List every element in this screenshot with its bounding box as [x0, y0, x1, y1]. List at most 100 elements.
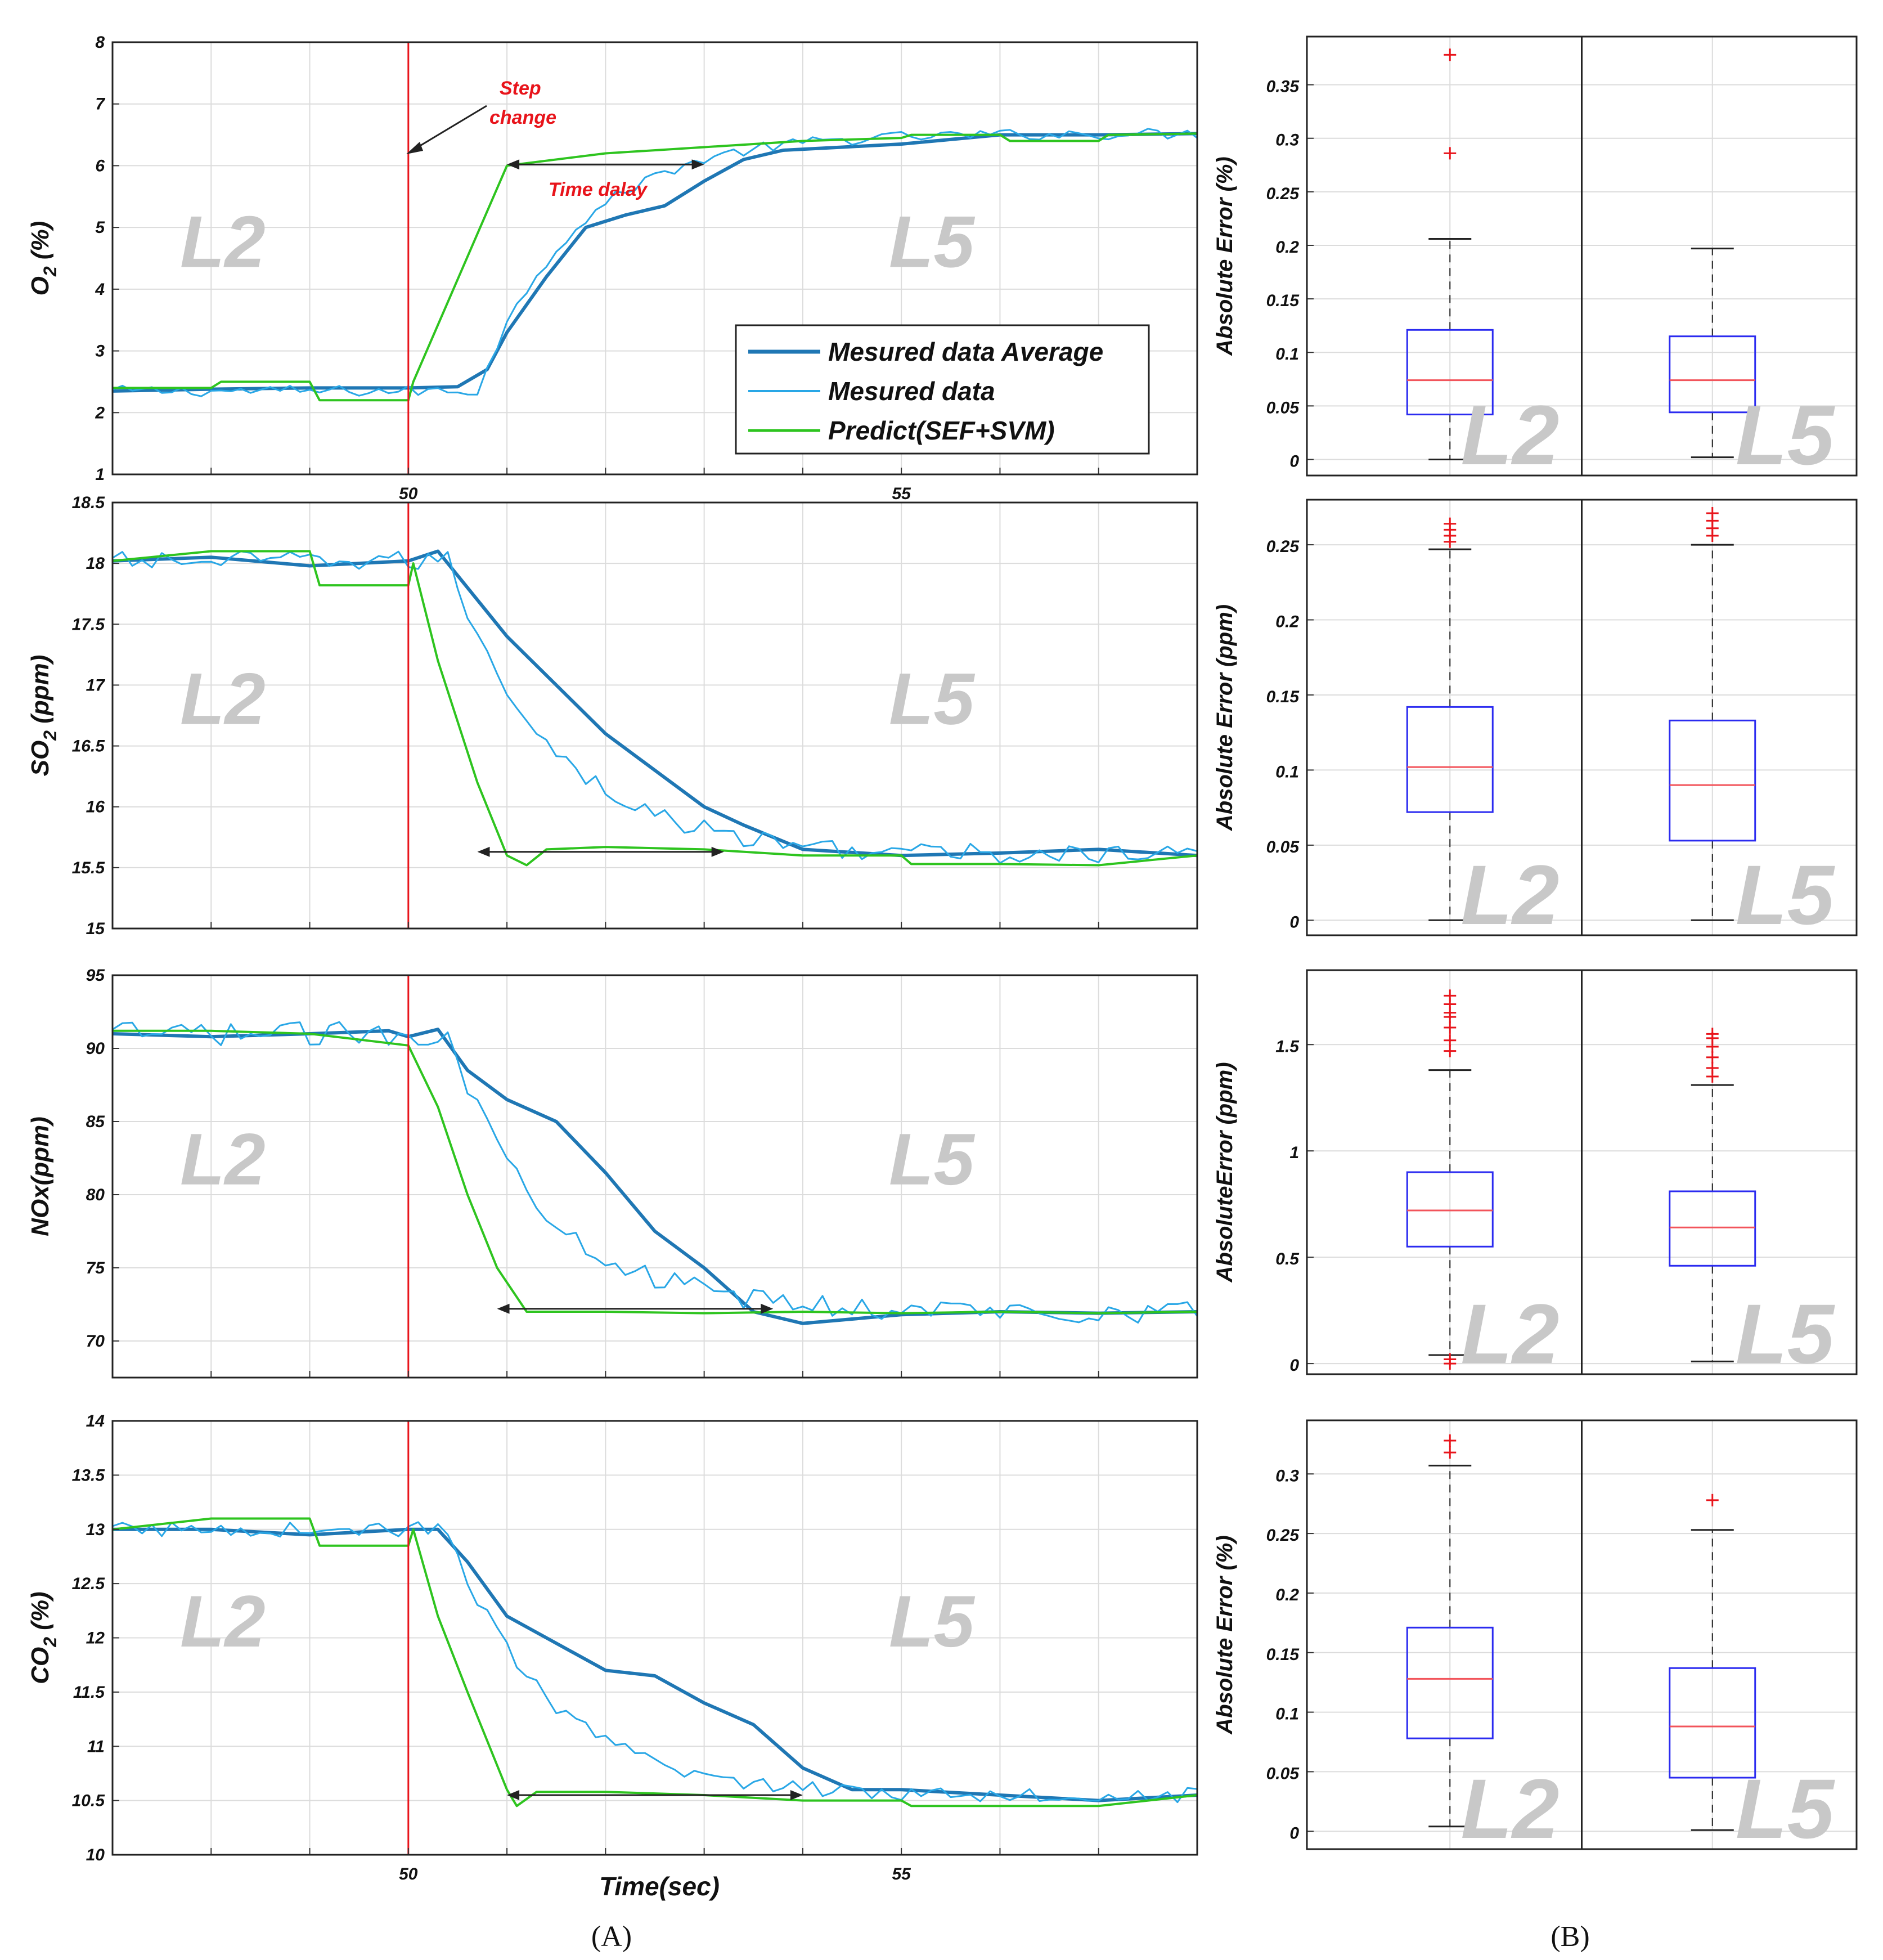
- co2-plot-frame: [111, 1420, 1198, 1856]
- err_o2-ytick-label: 0.25: [1266, 185, 1300, 203]
- err_so2-zone-label-l5: L5: [1736, 847, 1836, 942]
- co2-series-measured: [112, 1521, 1198, 1804]
- err_nox-box-l5: [1669, 1190, 1756, 1267]
- err_nox-ytick-label: 0.5: [1275, 1250, 1300, 1268]
- err_co2-ytick-label: 0.15: [1266, 1645, 1300, 1664]
- o2-ytick-label: 5: [95, 218, 105, 237]
- err_nox-y-axis-label: AbsoluteError (ppm): [1212, 1062, 1237, 1282]
- err_so2-ytick-label: 0.2: [1275, 613, 1299, 631]
- so2-ytick-label: 17: [86, 676, 106, 694]
- err_o2-ytick-label: 0.2: [1275, 238, 1299, 257]
- o2-ytick-label: 4: [95, 280, 105, 299]
- err_nox-zone-label-l5: L5: [1736, 1286, 1836, 1381]
- err_o2-y-axis-label: Absolute Error (%): [1212, 156, 1237, 356]
- err_co2-ytick-label: 0.3: [1275, 1466, 1299, 1485]
- err_nox-outlier-l5: [1706, 1028, 1719, 1040]
- co2-ytick-label: 13.5: [72, 1466, 106, 1484]
- co2-ytick-label: 12.5: [72, 1575, 106, 1593]
- err_so2-outlier-l2: [1444, 517, 1457, 530]
- err_nox-outlier-l2: [1444, 1021, 1457, 1034]
- co2-ytick-label: 13: [86, 1521, 105, 1539]
- err_o2-box-l5: [1669, 335, 1756, 414]
- err_nox-ytick-label: 0: [1289, 1356, 1299, 1375]
- nox-series-measured: [112, 1021, 1198, 1324]
- grid-layer: [112, 37, 1857, 1855]
- co2-ytick-label: 11: [87, 1737, 105, 1756]
- err_co2-plot-frame: [1306, 1419, 1858, 1850]
- x-axis-label: Time(sec): [599, 1872, 720, 1901]
- co2-ytick-label: 11.5: [73, 1683, 105, 1702]
- err_co2-box-l2: [1406, 1626, 1494, 1739]
- o2-y-axis-label: O2 (%): [26, 221, 60, 296]
- so2-ytick-label: 16.5: [72, 737, 106, 756]
- so2-ytick-label: 16: [86, 798, 105, 817]
- so2-plot-frame: [111, 501, 1198, 930]
- nox-delay-arrowhead-right: [761, 1303, 774, 1314]
- err_o2-ytick-label: 0.1: [1275, 345, 1299, 364]
- err_o2-ytick-label: 0.35: [1266, 78, 1300, 96]
- err_o2-outlier-l2: [1444, 48, 1457, 61]
- co2-ytick-label: 14: [86, 1412, 105, 1430]
- err_co2-outlier-l2: [1444, 1434, 1457, 1447]
- co2-y-axis-label: CO2 (%): [26, 1591, 60, 1684]
- err_so2-ytick-label: 0.1: [1275, 763, 1299, 781]
- o2-xtick-label: 50: [399, 485, 418, 503]
- err_nox-outlier-l2: [1444, 1353, 1457, 1366]
- err_so2-ytick-label: 0.25: [1266, 537, 1300, 556]
- so2-ytick-label: 17.5: [72, 615, 106, 634]
- co2-ytick-label: 10.5: [72, 1792, 106, 1810]
- err_so2-outlier-l5: [1706, 507, 1719, 520]
- so2-series-average: [112, 549, 1198, 858]
- err_so2-box-l5: [1669, 719, 1756, 842]
- err_co2-zone-label-l5: L5: [1736, 1761, 1836, 1856]
- o2-xtick-label: 55: [892, 485, 911, 503]
- o2-series-measured: [112, 128, 1198, 397]
- nox-ytick-label: 90: [86, 1039, 105, 1058]
- so2-series-measured: [112, 550, 1198, 864]
- legend-label-measured: Mesured data: [828, 376, 995, 406]
- o2-zone-label-left: L2: [180, 200, 266, 282]
- so2-ytick-label: 18.5: [72, 494, 106, 512]
- co2-zone-label-right: L5: [889, 1580, 975, 1662]
- err_o2-outlier-l2: [1444, 147, 1457, 160]
- err_o2-plot-frame: [1306, 35, 1858, 477]
- err_so2-ytick-label: 0.05: [1266, 838, 1300, 856]
- err_so2-y-axis-label: Absolute Error (ppm): [1212, 604, 1237, 831]
- o2-ytick-label: 2: [95, 403, 105, 422]
- err_co2-ytick-label: 0: [1289, 1824, 1299, 1842]
- co2-xtick-label: 50: [399, 1865, 418, 1883]
- err_co2-ytick-label: 0.2: [1275, 1586, 1299, 1604]
- err_nox-box-l2: [1406, 1171, 1494, 1248]
- err_co2-ytick-label: 0.1: [1275, 1705, 1299, 1724]
- nox-zone-label-left: L2: [180, 1118, 266, 1200]
- nox-plot-frame: [111, 974, 1198, 1379]
- co2-delay-arrowhead-right: [790, 1789, 803, 1800]
- so2-zone-label-right: L5: [889, 658, 975, 740]
- err_so2-plot-frame: [1306, 499, 1858, 936]
- so2-ytick-label: 18: [86, 554, 105, 573]
- err_so2-ytick-label: 0: [1289, 913, 1299, 931]
- o2-series-predict: [113, 132, 1198, 402]
- co2-ytick-label: 10: [86, 1846, 105, 1864]
- err_o2-ytick-label: 0: [1289, 452, 1299, 470]
- err_so2-box-l2: [1406, 706, 1494, 813]
- err_nox-outlier-l2: [1444, 989, 1457, 1002]
- co2-delay-arrowhead-left: [507, 1789, 520, 1800]
- so2-ytick-label: 15.5: [72, 859, 106, 877]
- so2-plot-bg: [113, 503, 1197, 929]
- nox-ytick-label: 80: [86, 1186, 105, 1204]
- annotation-step: Step change: [489, 78, 556, 128]
- o2-delay-arrowhead-left: [507, 159, 520, 170]
- o2-ytick-label: 6: [95, 156, 105, 175]
- co2-series-average: [113, 1527, 1198, 1802]
- co2-zone-label-left: L2: [180, 1580, 266, 1662]
- err_co2-ytick-label: 0.05: [1266, 1764, 1300, 1783]
- err_nox-ytick-label: 1: [1289, 1143, 1299, 1162]
- nox-delay-arrowhead-left: [497, 1303, 510, 1314]
- legend-label-predict: Predict(SEF+SVM): [828, 416, 1055, 445]
- err_nox-zone-label-l2: L2: [1460, 1286, 1559, 1381]
- panel-label-b: (B): [1551, 1921, 1589, 1953]
- co2-series-predict: [112, 1517, 1198, 1807]
